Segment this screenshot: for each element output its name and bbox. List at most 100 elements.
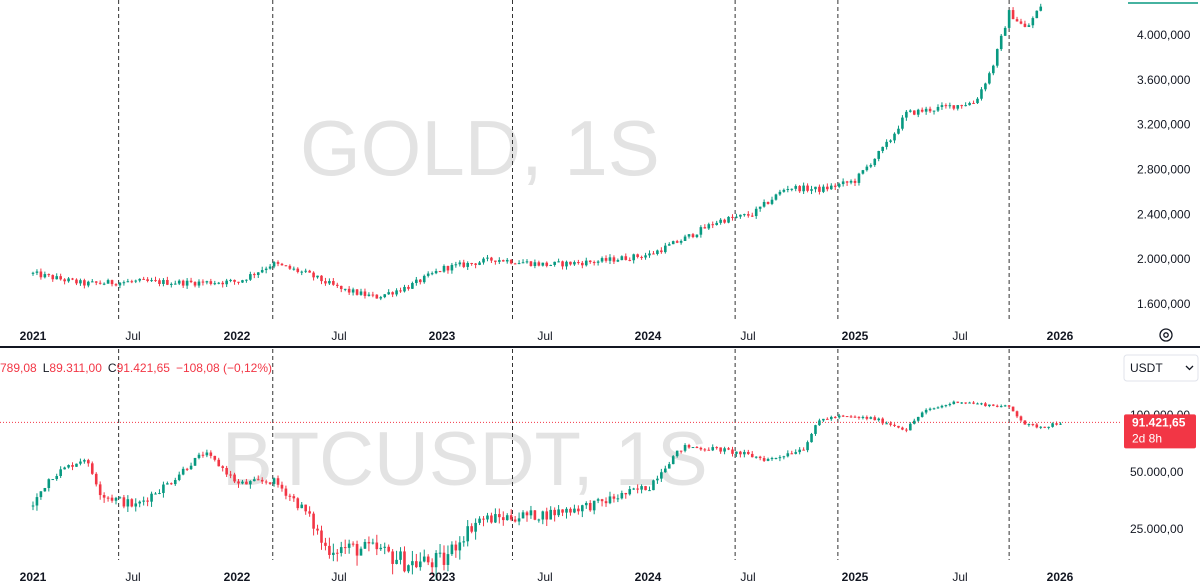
candle <box>818 418 821 426</box>
candle <box>509 509 513 522</box>
candle <box>150 277 153 282</box>
candle <box>43 271 47 279</box>
candle <box>280 262 284 266</box>
candle <box>632 253 635 264</box>
candle <box>798 447 801 455</box>
candle <box>806 183 809 193</box>
btc-candles[interactable] <box>31 400 1062 580</box>
candle <box>569 507 572 516</box>
candle <box>205 449 209 458</box>
candle <box>213 455 217 462</box>
candle <box>545 261 549 268</box>
candle <box>292 493 296 502</box>
candle <box>889 421 892 427</box>
candle <box>826 417 829 420</box>
top-time-axis[interactable]: 2021 Jul 2022 Jul 2023 Jul 2024 Jul 2025 Jul 2026 <box>20 329 1074 343</box>
bottom-vertical-markers <box>118 349 1010 560</box>
candle <box>766 457 770 462</box>
candle <box>59 273 62 281</box>
candle <box>395 288 398 297</box>
candle <box>964 102 967 107</box>
candle <box>691 446 695 449</box>
candle <box>604 497 608 507</box>
candle <box>790 188 794 192</box>
candle <box>924 106 928 115</box>
candle <box>233 279 236 285</box>
price-tick-label: 2.800,000 <box>1137 163 1191 177</box>
candle <box>857 172 861 186</box>
candle <box>35 269 39 276</box>
price-tick-label: 1.600,000 <box>1137 297 1191 311</box>
candle <box>371 538 375 545</box>
candle <box>241 479 244 485</box>
candle <box>351 287 355 296</box>
candle <box>1031 423 1035 427</box>
candle <box>553 261 556 267</box>
candle <box>988 404 991 408</box>
candle <box>873 158 877 167</box>
candle <box>458 260 462 267</box>
candle <box>1039 426 1043 430</box>
candle <box>229 278 232 283</box>
candle <box>486 512 489 523</box>
candle <box>474 518 477 540</box>
candle <box>288 493 292 501</box>
candle <box>537 518 541 523</box>
candle <box>727 216 730 224</box>
gear-icon[interactable] <box>1159 328 1173 342</box>
candle <box>162 278 165 287</box>
candle <box>703 448 707 452</box>
candle <box>173 280 177 285</box>
candle <box>253 272 256 279</box>
candle <box>604 255 608 263</box>
candle <box>948 102 952 109</box>
top-price-axis[interactable]: 4.000,000 3.600,000 3.200,000 2.800,000 2.40… <box>1137 28 1191 311</box>
candle <box>233 472 236 484</box>
currency-select[interactable]: USDT <box>1123 354 1199 382</box>
candle <box>897 425 900 429</box>
gold-candles[interactable] <box>31 3 1043 301</box>
candle <box>897 125 900 135</box>
candle <box>656 475 659 484</box>
candle <box>438 544 442 558</box>
candle <box>952 400 956 405</box>
candle <box>213 280 217 286</box>
candle <box>146 497 149 507</box>
candle <box>869 163 873 169</box>
candle <box>513 516 517 523</box>
candle <box>588 260 592 264</box>
candle <box>114 496 118 505</box>
candle <box>253 476 256 482</box>
candle <box>549 506 553 520</box>
candle <box>375 294 379 299</box>
candle <box>616 494 620 503</box>
candle <box>687 234 691 239</box>
bottom-time-axis[interactable]: 2021 Jul 2022 Jul 2023 Jul 2024 Jul 2025 Jul 2026 <box>20 570 1074 584</box>
candle <box>754 456 758 459</box>
candle <box>197 452 201 460</box>
candle <box>853 415 857 418</box>
candle <box>525 259 529 264</box>
ohlc-legend: 789,08 L89.311,00 C91.421,65 −108,08 (−0,12… <box>0 361 272 375</box>
candle <box>873 415 877 421</box>
candle <box>1003 26 1007 36</box>
candle <box>901 426 904 431</box>
candle <box>557 505 560 518</box>
candle <box>130 498 134 508</box>
candle <box>715 446 718 450</box>
price-tick-label: 25.000,00 <box>1130 522 1184 536</box>
candle <box>418 278 422 285</box>
candle <box>652 479 655 491</box>
candle <box>636 253 639 259</box>
candle <box>905 109 908 121</box>
candle <box>379 295 383 301</box>
candle <box>735 451 738 457</box>
candle <box>664 242 667 254</box>
candle <box>766 201 770 205</box>
time-axis-label: 2026 <box>1047 329 1074 343</box>
candle <box>664 465 667 473</box>
candle <box>608 491 612 505</box>
time-axis-label: 2026 <box>1047 570 1074 584</box>
candle <box>339 285 343 293</box>
